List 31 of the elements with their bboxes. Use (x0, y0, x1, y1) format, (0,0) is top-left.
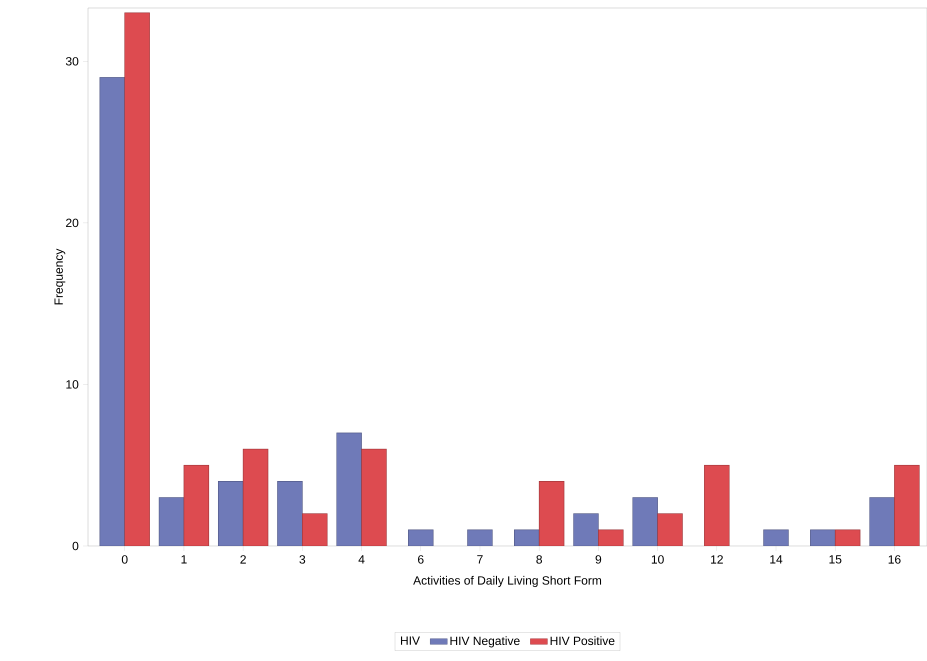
bar (869, 497, 895, 546)
x-tick-label: 7 (477, 555, 483, 564)
x-tick-label: 16 (888, 555, 901, 564)
y-tick-label: 20 (66, 218, 78, 228)
legend-label: HIV Positive (550, 636, 614, 646)
y-axis-title: Frequency (54, 248, 66, 304)
x-tick-label: 1 (182, 555, 187, 564)
x-tick-label: 8 (536, 555, 542, 564)
x-tick-label: 3 (299, 555, 306, 564)
x-tick-label: 10 (652, 555, 664, 564)
bar (218, 481, 244, 546)
bar (277, 481, 303, 546)
x-axis-title: Activities of Daily Living Short Form (413, 576, 602, 588)
x-tick-label: 2 (240, 555, 246, 564)
legend-title: HIV (400, 636, 420, 645)
x-tick-label: 12 (711, 555, 723, 564)
x-tick-label: 15 (829, 555, 842, 564)
x-tick-label: 6 (418, 555, 424, 564)
bar (810, 530, 836, 546)
legend-label: HIV Negative (450, 636, 520, 648)
x-tick-label: 14 (770, 555, 782, 564)
bar (514, 530, 540, 546)
bar (573, 513, 599, 546)
y-tick-label: 30 (66, 57, 78, 66)
y-tick-label: 10 (66, 380, 78, 389)
bar (158, 497, 184, 546)
x-tick-label: 9 (596, 555, 602, 564)
x-tick-label: 0 (122, 555, 128, 564)
x-tick-label: 4 (358, 555, 365, 564)
bar (632, 497, 658, 546)
y-tick-label: 0 (72, 542, 78, 550)
